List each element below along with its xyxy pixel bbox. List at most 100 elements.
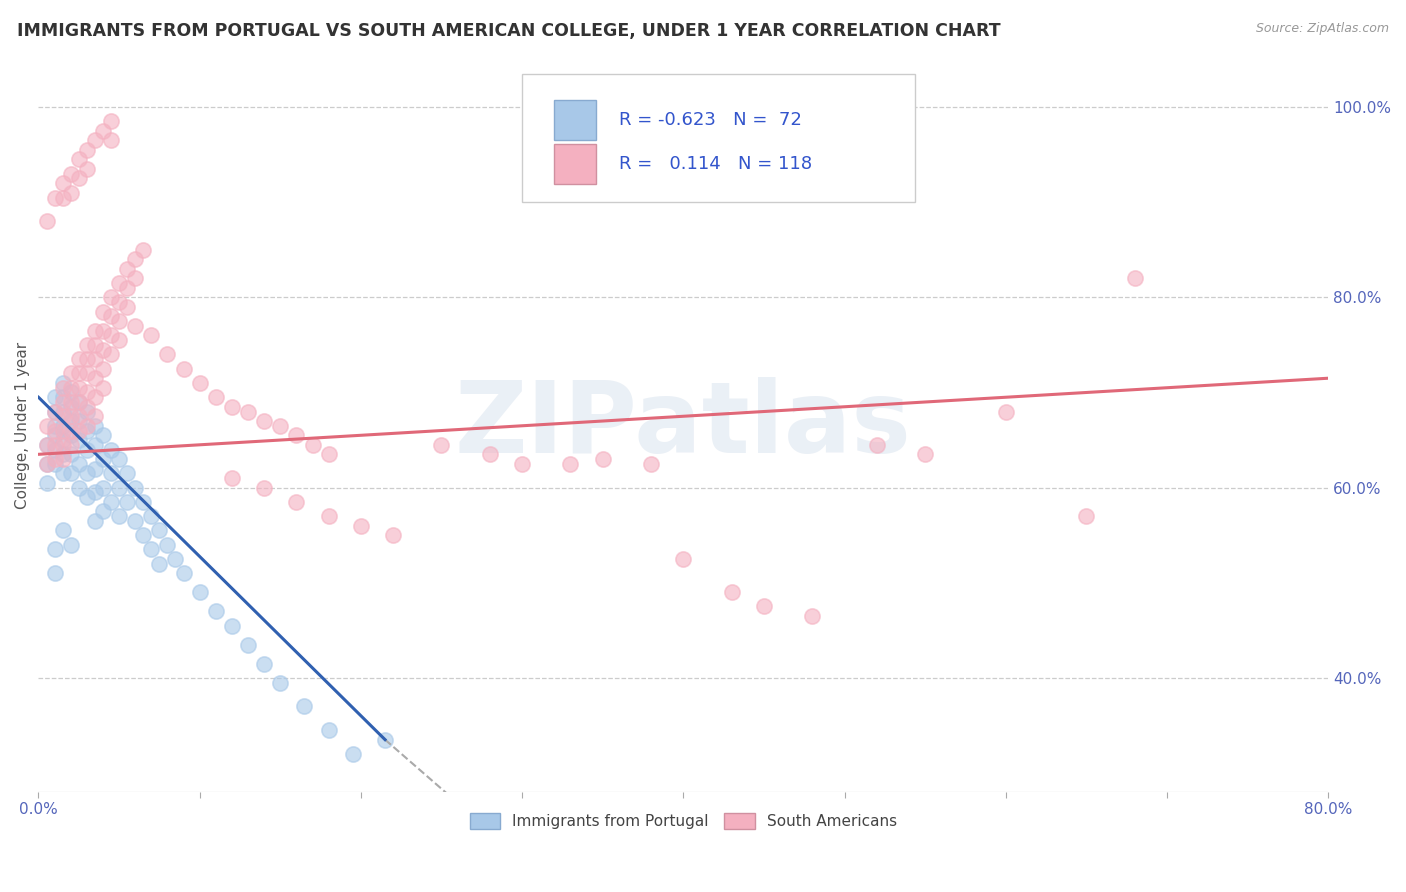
Text: Source: ZipAtlas.com: Source: ZipAtlas.com — [1256, 22, 1389, 36]
Point — [83, 461, 105, 475]
Point — [52, 390, 75, 404]
Point — [67, 352, 90, 367]
Point — [76, 467, 98, 481]
Point — [59, 167, 82, 181]
Point — [91, 481, 114, 495]
Point — [59, 186, 82, 200]
Point — [640, 457, 662, 471]
Point — [67, 457, 90, 471]
Point — [914, 447, 936, 461]
Point — [285, 428, 308, 442]
Point — [44, 542, 66, 557]
Point — [204, 390, 226, 404]
Point — [76, 424, 98, 438]
Point — [1123, 271, 1146, 285]
Point — [83, 438, 105, 452]
Point — [132, 528, 155, 542]
Point — [204, 604, 226, 618]
Point — [672, 552, 695, 566]
Point — [91, 124, 114, 138]
Point — [350, 518, 373, 533]
Point — [221, 471, 243, 485]
Point — [100, 328, 122, 343]
Point — [44, 438, 66, 452]
Point — [67, 481, 90, 495]
Point — [91, 504, 114, 518]
FancyBboxPatch shape — [554, 144, 596, 184]
Point — [91, 361, 114, 376]
Point — [59, 400, 82, 414]
Point — [510, 457, 533, 471]
Point — [35, 438, 58, 452]
Point — [83, 371, 105, 385]
Point — [430, 438, 453, 452]
Point — [59, 409, 82, 424]
Point — [67, 409, 90, 424]
Text: ZIPatlas: ZIPatlas — [456, 377, 911, 475]
Point — [76, 404, 98, 418]
Point — [52, 190, 75, 204]
Point — [156, 347, 179, 361]
Point — [132, 495, 155, 509]
Point — [188, 585, 211, 599]
Text: R = -0.623   N =  72: R = -0.623 N = 72 — [619, 111, 801, 129]
Point — [35, 457, 58, 471]
Point — [59, 424, 82, 438]
Point — [52, 433, 75, 447]
Point — [83, 338, 105, 352]
Point — [59, 438, 82, 452]
Point — [124, 514, 146, 528]
Point — [285, 495, 308, 509]
Point — [141, 542, 163, 557]
Point — [115, 261, 138, 276]
Point — [76, 442, 98, 457]
Point — [269, 418, 291, 433]
Point — [44, 418, 66, 433]
Point — [253, 414, 276, 428]
Point — [156, 538, 179, 552]
Point — [100, 442, 122, 457]
Point — [478, 447, 501, 461]
Point — [52, 524, 75, 538]
Point — [124, 318, 146, 333]
Point — [132, 243, 155, 257]
Point — [67, 367, 90, 381]
Point — [108, 452, 131, 467]
Point — [236, 404, 259, 418]
Point — [76, 338, 98, 352]
Point — [67, 171, 90, 186]
Point — [108, 333, 131, 347]
Point — [44, 390, 66, 404]
Point — [382, 528, 405, 542]
Point — [59, 381, 82, 395]
Point — [108, 481, 131, 495]
Point — [44, 404, 66, 418]
Point — [76, 400, 98, 414]
Point — [83, 390, 105, 404]
Point — [67, 414, 90, 428]
Point — [76, 367, 98, 381]
Point — [342, 747, 364, 761]
Point — [301, 438, 323, 452]
Point — [35, 418, 58, 433]
FancyBboxPatch shape — [554, 100, 596, 140]
Point — [141, 509, 163, 524]
Point — [59, 428, 82, 442]
Point — [100, 495, 122, 509]
Text: R =   0.114   N = 118: R = 0.114 N = 118 — [619, 155, 811, 173]
Point — [253, 481, 276, 495]
Point — [91, 428, 114, 442]
Point — [59, 367, 82, 381]
Point — [148, 524, 170, 538]
Point — [91, 324, 114, 338]
Point — [52, 404, 75, 418]
Point — [59, 395, 82, 409]
Point — [253, 657, 276, 671]
Point — [52, 438, 75, 452]
Point — [124, 271, 146, 285]
Point — [44, 442, 66, 457]
Point — [100, 347, 122, 361]
Point — [44, 404, 66, 418]
Point — [188, 376, 211, 390]
Point — [108, 314, 131, 328]
